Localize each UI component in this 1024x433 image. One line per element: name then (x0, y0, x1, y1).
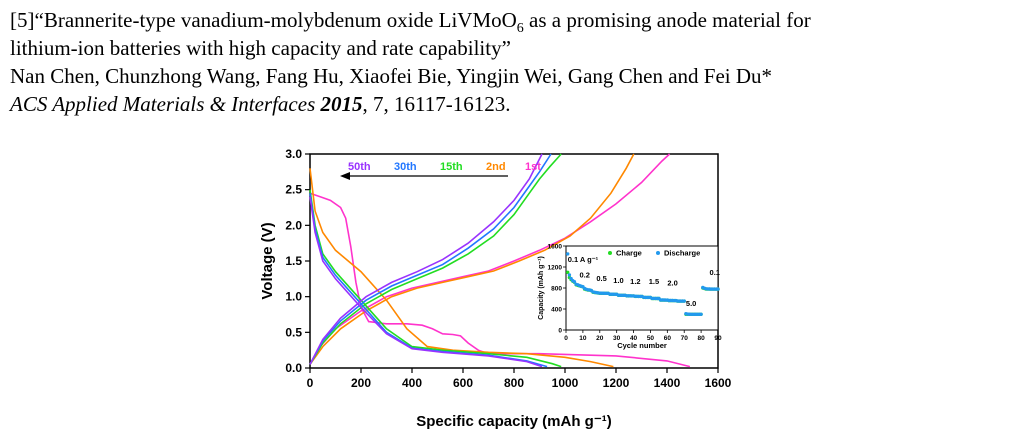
inset-data-point (572, 280, 577, 284)
inset-rate-annotation: 5.0 (686, 299, 696, 308)
inset-x-tick-label: 70 (681, 335, 689, 342)
series-line-charge (309, 153, 552, 365)
legend-arrow-head (340, 172, 350, 180)
reference-authors: Nan Chen, Chunzhong Wang, Fang Hu, Xiaof… (10, 64, 773, 88)
inset-data-point (566, 270, 570, 274)
inset-legend-label: Charge (616, 249, 642, 258)
inset-rate-annotation: 1.2 (630, 277, 640, 286)
inset-rate-annotation: 1.5 (649, 277, 659, 286)
x-tick-label: 0 (307, 376, 314, 390)
inset-legend-label: Discharge (664, 249, 700, 258)
main-chart: 0 200 400 600 800 1000 1200 1400 16000.00.51.01.… (259, 147, 732, 430)
legend-item: 50th (348, 161, 371, 173)
x-axis-label: Specific capacity (mAh g⁻¹) (416, 413, 611, 430)
inset-rate-annotation: 2.0 (667, 278, 677, 287)
x-tick-label: 1000 (552, 376, 579, 390)
y-tick-label: 0.5 (285, 325, 302, 339)
inset-x-tick-label: 0 (564, 335, 568, 342)
inset-y-tick-label: 0 (558, 328, 562, 335)
x-tick-label: 1400 (654, 376, 681, 390)
series-line-charge (309, 153, 543, 365)
inset-rate-annotation: 0.5 (596, 274, 606, 283)
series-line-charge (309, 153, 671, 365)
series-line-discharge (309, 196, 543, 368)
inset-x-tick-label: 90 (714, 335, 722, 342)
inset-data-point (699, 312, 703, 316)
y-tick-label: 2.5 (285, 183, 302, 197)
reference-details: , 7, 16117-16123. (362, 92, 511, 116)
reference-citation: ACS Applied Materials & Interfaces 2015,… (10, 90, 1020, 118)
inset-x-tick-label: 50 (647, 335, 655, 342)
inset-x-tick-label: 20 (596, 335, 604, 342)
inset-rate-annotation: 0.1 A g⁻¹ (568, 255, 599, 264)
x-tick-label: 1600 (705, 376, 732, 390)
inset-frame (565, 245, 719, 331)
series-line-charge (309, 153, 635, 365)
inset-rate-annotation: 1.0 (613, 276, 623, 285)
inset-legend-marker (656, 251, 660, 255)
y-axis-label: Voltage (V) (259, 222, 276, 299)
inset-x-tick-label: 40 (630, 335, 638, 342)
inset-rate-annotation: 0.2 (580, 271, 590, 280)
legend-item: 2nd (486, 161, 506, 173)
inset-rate-annotation: 0.1 (710, 268, 720, 277)
reference-title-line-2: lithium-ion batteries with high capacity… (10, 36, 511, 60)
inset-x-tick-label: 60 (664, 335, 672, 342)
inset-chart: 0 10 20 30 40 50 60 70 80 90 0 400 800 1200 1600 Cycle … (538, 244, 722, 351)
y-tick-label: 1.5 (285, 254, 302, 268)
voltage-capacity-figure: 0 200 400 600 800 1000 1200 1400 16000.00.51.01.… (259, 147, 732, 430)
y-tick-label: 0.0 (285, 361, 302, 375)
series-line-charge (309, 153, 562, 365)
reference-entry: [5]“Brannerite-type vanadium-molybdenum … (10, 6, 1020, 118)
inset-data-point (567, 273, 572, 277)
inset-legend-marker (608, 251, 612, 255)
y-tick-label: 1.0 (285, 290, 302, 304)
y-tick-label: 3.0 (285, 147, 302, 161)
x-tick-label: 200 (351, 376, 371, 390)
series-line-discharge (309, 189, 562, 368)
x-tick-label: 400 (402, 376, 422, 390)
inset-y-tick-label: 1600 (548, 244, 563, 251)
inset-y-tick-label: 1200 (548, 265, 563, 272)
inset-data-point (716, 287, 720, 291)
inset-data-point (566, 252, 570, 256)
y-tick-label: 2.0 (285, 218, 302, 232)
reference-title-part-2: as a promising anode material for (523, 8, 811, 32)
inset-x-tick-label: 30 (613, 335, 621, 342)
inset-data-point (682, 299, 686, 303)
reference-title-line-1: [5]“Brannerite-type vanadium-molybdenum … (10, 6, 1020, 37)
x-tick-label: 1200 (603, 376, 630, 390)
inset-y-axis-label: Capacity (mAh g⁻¹) (538, 256, 545, 320)
inset-x-tick-label: 80 (697, 335, 705, 342)
legend-item: 1st (525, 161, 541, 173)
reference-journal: ACS Applied Materials & Interfaces (10, 92, 316, 116)
inset-y-tick-label: 800 (551, 286, 562, 293)
reference-number: [5] (10, 8, 35, 32)
x-tick-label: 600 (453, 376, 473, 390)
legend-item: 30th (394, 161, 417, 173)
series-line-discharge (309, 168, 614, 368)
inset-x-tick-label: 10 (579, 335, 587, 342)
x-tick-label: 800 (504, 376, 524, 390)
legend-item: 15th (440, 161, 463, 173)
reference-title-part-1: “Brannerite-type vanadium-molybdenum oxi… (34, 8, 517, 32)
inset-y-tick-label: 400 (551, 307, 562, 314)
reference-year: 2015 (320, 92, 363, 116)
reference-title-subscript: 6 (516, 21, 524, 37)
inset-x-axis-label: Cycle number (617, 341, 667, 350)
